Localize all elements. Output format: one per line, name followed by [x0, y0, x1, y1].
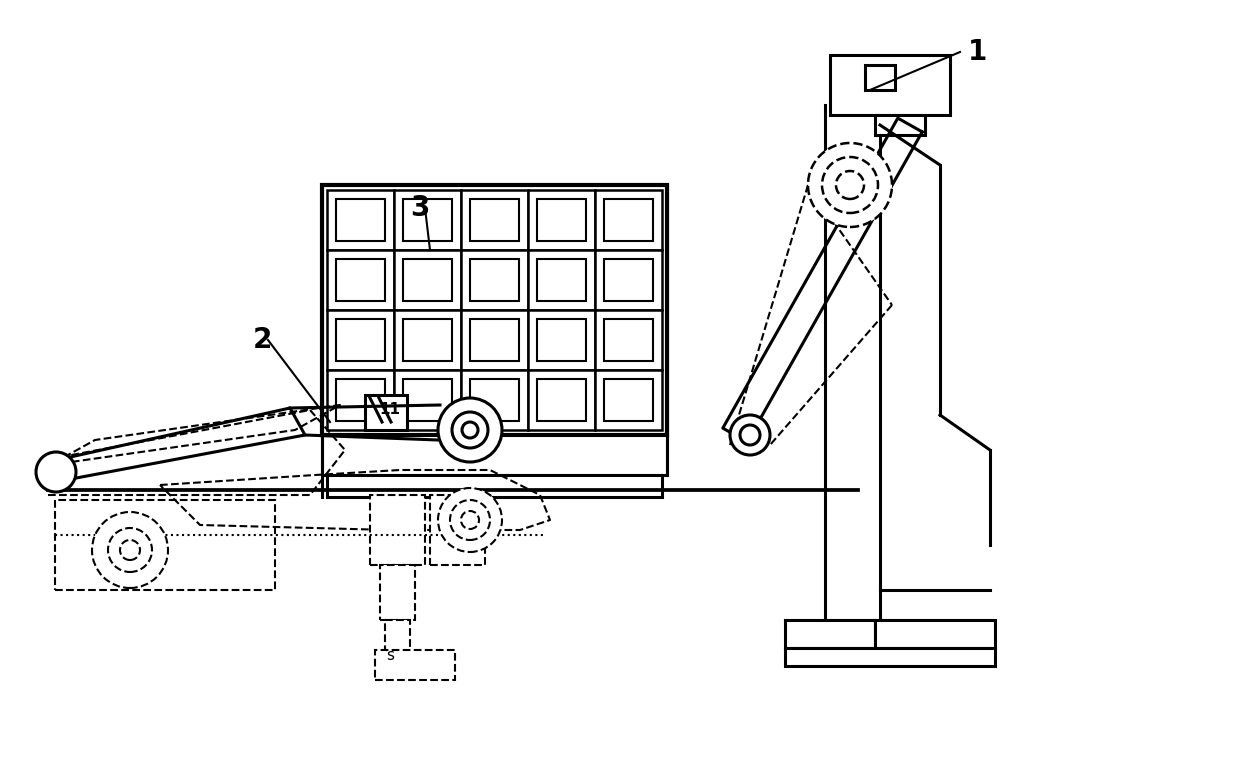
Bar — [461, 250, 528, 310]
Bar — [327, 190, 394, 250]
Text: 1: 1 — [968, 38, 987, 66]
Text: 11: 11 — [379, 403, 401, 417]
Bar — [394, 370, 461, 430]
Bar — [537, 199, 587, 241]
Bar — [327, 310, 394, 370]
Circle shape — [120, 540, 140, 560]
Bar — [336, 199, 384, 241]
Bar — [604, 199, 653, 241]
Bar — [384, 620, 410, 655]
Bar — [785, 620, 875, 648]
Bar — [322, 435, 667, 475]
Bar — [470, 379, 520, 421]
Bar — [336, 259, 384, 301]
Bar — [394, 310, 461, 370]
Circle shape — [808, 143, 892, 227]
Circle shape — [36, 452, 76, 492]
Bar — [55, 500, 275, 590]
Bar — [595, 310, 662, 370]
Bar — [379, 565, 415, 620]
Bar — [322, 185, 667, 435]
Bar — [875, 620, 994, 648]
Bar — [537, 259, 587, 301]
Bar — [374, 650, 455, 680]
Bar — [604, 379, 653, 421]
Circle shape — [108, 528, 153, 572]
Circle shape — [438, 488, 502, 552]
Bar — [470, 199, 520, 241]
Bar — [537, 319, 587, 361]
Circle shape — [730, 415, 770, 455]
Bar — [365, 395, 407, 430]
Bar — [595, 370, 662, 430]
Text: 3: 3 — [410, 194, 429, 222]
Circle shape — [450, 500, 490, 540]
Bar — [403, 199, 453, 241]
Bar — [403, 379, 453, 421]
Bar — [875, 115, 925, 135]
Circle shape — [92, 512, 167, 588]
Bar — [604, 259, 653, 301]
Bar — [403, 319, 453, 361]
Bar — [394, 190, 461, 250]
Bar — [461, 370, 528, 430]
Bar — [370, 495, 425, 565]
Bar — [394, 250, 461, 310]
Bar — [327, 370, 394, 430]
Circle shape — [822, 157, 878, 213]
Text: 2: 2 — [253, 326, 273, 354]
Bar — [403, 259, 453, 301]
Bar — [537, 379, 587, 421]
Bar — [336, 379, 384, 421]
Bar — [430, 495, 485, 565]
Circle shape — [463, 422, 477, 438]
Bar — [470, 319, 520, 361]
Bar — [604, 319, 653, 361]
Circle shape — [461, 511, 479, 529]
Bar — [327, 475, 662, 497]
Circle shape — [740, 425, 760, 445]
Circle shape — [836, 171, 864, 199]
Bar — [470, 259, 520, 301]
Bar — [461, 310, 528, 370]
Bar — [866, 65, 895, 90]
Bar — [336, 319, 384, 361]
Bar — [785, 648, 994, 666]
Bar — [461, 190, 528, 250]
Text: s: s — [386, 647, 394, 663]
Bar — [595, 190, 662, 250]
Bar — [327, 250, 394, 310]
Bar — [830, 55, 950, 115]
Circle shape — [438, 398, 502, 462]
Bar — [595, 250, 662, 310]
Circle shape — [453, 412, 489, 448]
Bar — [528, 370, 595, 430]
Bar — [528, 250, 595, 310]
Bar — [528, 190, 595, 250]
Bar — [528, 310, 595, 370]
